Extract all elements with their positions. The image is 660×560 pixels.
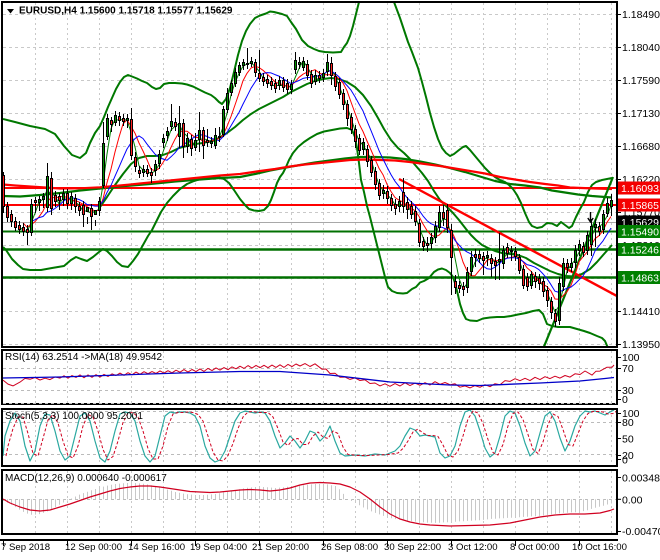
svg-text:100: 100 bbox=[622, 408, 640, 420]
svg-text:30 Sep 22:00: 30 Sep 22:00 bbox=[384, 542, 441, 553]
svg-text:80: 80 bbox=[622, 417, 634, 429]
svg-text:0: 0 bbox=[622, 455, 628, 467]
svg-text:14 Sep 16:00: 14 Sep 16:00 bbox=[128, 542, 185, 553]
svg-text:0.003487: 0.003487 bbox=[622, 473, 660, 485]
svg-text:1.17590: 1.17590 bbox=[622, 75, 660, 87]
svg-text:EURUSD,H4 1.15600 1.15718 1.1: EURUSD,H4 1.15600 1.15718 1.15577 1.1562… bbox=[19, 6, 233, 17]
svg-text:30: 30 bbox=[622, 385, 634, 397]
svg-text:1.13950: 1.13950 bbox=[622, 339, 660, 351]
svg-text:1.14410: 1.14410 bbox=[622, 306, 660, 318]
svg-text:8 Oct 00:00: 8 Oct 00:00 bbox=[510, 542, 560, 553]
svg-text:20: 20 bbox=[622, 450, 634, 462]
svg-text:1.16093: 1.16093 bbox=[621, 183, 659, 195]
svg-text:1.18490: 1.18490 bbox=[622, 9, 660, 21]
svg-text:1.18040: 1.18040 bbox=[622, 42, 660, 54]
svg-text:1.15490: 1.15490 bbox=[621, 227, 659, 239]
svg-text:70: 70 bbox=[622, 363, 634, 375]
svg-text:1.15246: 1.15246 bbox=[621, 245, 659, 257]
svg-text:RSI(14) 63.2514 ->MA(18) 49.9: RSI(14) 63.2514 ->MA(18) 49.9542 bbox=[5, 352, 162, 363]
svg-text:10 Oct 16:00: 10 Oct 16:00 bbox=[572, 542, 627, 553]
svg-text:Stoch(5,3,3) 100.0000 95.2001: Stoch(5,3,3) 100.0000 95.2001 bbox=[5, 411, 143, 422]
svg-text:1.16680: 1.16680 bbox=[622, 141, 660, 153]
svg-text:7 Sep 2018: 7 Sep 2018 bbox=[1, 542, 50, 553]
svg-text:-0.004707: -0.004707 bbox=[622, 526, 660, 538]
svg-text:12 Sep 00:00: 12 Sep 00:00 bbox=[65, 542, 122, 553]
svg-text:100: 100 bbox=[622, 352, 640, 364]
svg-text:3 Oct 12:00: 3 Oct 12:00 bbox=[448, 542, 498, 553]
svg-text:1.14863: 1.14863 bbox=[621, 273, 659, 285]
svg-text:MACD(12,26,9) 0.000640 -0.0006: MACD(12,26,9) 0.000640 -0.000617 bbox=[5, 473, 167, 484]
svg-text:0: 0 bbox=[622, 394, 628, 406]
svg-text:1.17130: 1.17130 bbox=[622, 108, 660, 120]
svg-text:19 Sep 04:00: 19 Sep 04:00 bbox=[190, 542, 247, 553]
svg-text:50: 50 bbox=[622, 434, 634, 446]
svg-text:1.15865: 1.15865 bbox=[621, 200, 659, 212]
svg-text:0.00: 0.00 bbox=[622, 494, 643, 506]
svg-text:26 Sep 08:00: 26 Sep 08:00 bbox=[321, 542, 378, 553]
svg-text:21 Sep 20:00: 21 Sep 20:00 bbox=[252, 542, 309, 553]
